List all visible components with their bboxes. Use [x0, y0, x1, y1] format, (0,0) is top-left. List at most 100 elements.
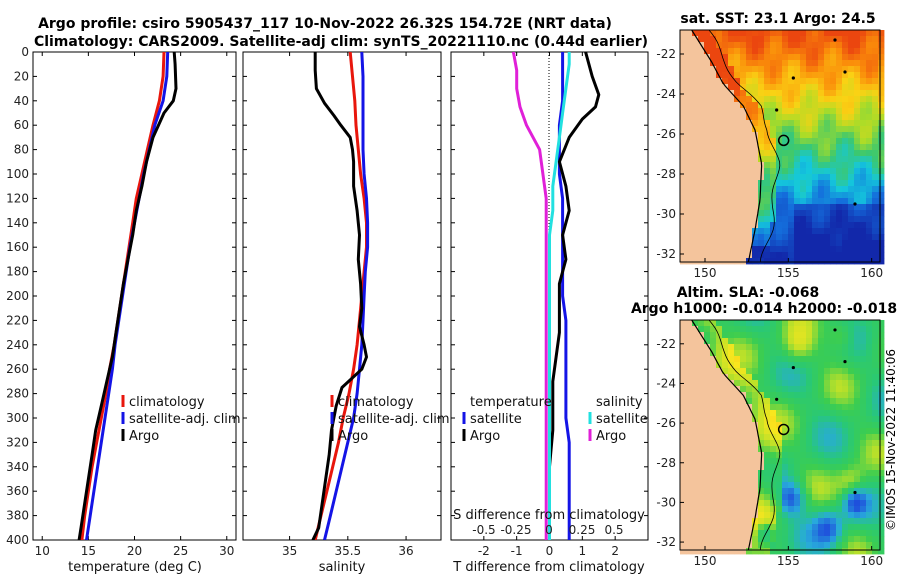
data-cell: [770, 380, 777, 387]
land-cell: [734, 162, 741, 169]
land-cell: [686, 452, 693, 459]
salinity-legend-label-argo: Argo: [338, 429, 368, 444]
land-cell: [680, 90, 687, 97]
data-cell: [866, 488, 873, 495]
data-cell: [860, 162, 867, 169]
data-cell: [758, 186, 765, 193]
data-cell: [860, 548, 867, 555]
data-cell: [764, 428, 771, 435]
data-cell: [836, 386, 843, 393]
data-cell: [710, 42, 717, 49]
data-cell: [812, 96, 819, 103]
data-cell: [848, 542, 855, 549]
data-cell: [860, 452, 867, 459]
land-cell: [686, 386, 693, 393]
data-cell: [806, 246, 813, 253]
data-cell: [812, 120, 819, 127]
data-cell: [848, 338, 855, 345]
data-cell: [764, 36, 771, 43]
data-cell: [758, 386, 765, 393]
data-cell: [794, 470, 801, 477]
data-cell: [812, 416, 819, 423]
data-cell: [758, 60, 765, 67]
data-cell: [788, 48, 795, 55]
data-cell: [794, 422, 801, 429]
data-cell: [806, 240, 813, 247]
data-cell: [746, 320, 753, 327]
data-cell: [788, 356, 795, 363]
data-cell: [818, 440, 825, 447]
data-cell: [788, 150, 795, 157]
data-cell: [800, 536, 807, 543]
data-cell: [776, 386, 783, 393]
data-cell: [806, 524, 813, 531]
data-cell: [770, 464, 777, 471]
land-cell: [704, 240, 711, 247]
land-cell: [752, 192, 759, 199]
data-cell: [812, 156, 819, 163]
data-cell: [782, 428, 789, 435]
data-cell: [770, 96, 777, 103]
data-cell: [752, 320, 759, 327]
land-cell: [680, 488, 687, 495]
data-cell: [842, 410, 849, 417]
data-cell: [872, 150, 879, 157]
data-cell: [818, 132, 825, 139]
data-cell: [878, 428, 885, 435]
land-cell: [740, 210, 747, 217]
data-cell: [848, 96, 855, 103]
data-cell: [830, 156, 837, 163]
data-cell: [704, 30, 711, 37]
land-cell: [680, 362, 687, 369]
land-cell: [680, 422, 687, 429]
data-cell: [860, 168, 867, 175]
data-cell: [848, 398, 855, 405]
shelf-contour: [708, 319, 781, 551]
data-cell: [740, 60, 747, 67]
land-cell: [692, 96, 699, 103]
data-cell: [848, 512, 855, 519]
data-cell: [770, 416, 777, 423]
land-cell: [728, 380, 735, 387]
data-cell: [758, 48, 765, 55]
data-cell: [758, 54, 765, 61]
data-cell: [854, 344, 861, 351]
land-cell: [710, 440, 717, 447]
data-cell: [800, 440, 807, 447]
y-tick-label: 300: [6, 411, 29, 425]
series-line-argo: [311, 52, 368, 540]
data-cell: [812, 446, 819, 453]
land-cell: [746, 168, 753, 175]
data-cell: [860, 422, 867, 429]
land-cell: [716, 476, 723, 483]
difference-ticks: -2 -1 0 1 2: [451, 51, 648, 558]
data-cell: [824, 386, 831, 393]
data-cell: [782, 416, 789, 423]
data-cell: [794, 252, 801, 259]
data-cell: [812, 84, 819, 91]
data-cell: [824, 174, 831, 181]
data-cell: [860, 36, 867, 43]
land-cell: [686, 548, 693, 555]
land-cell: [680, 192, 687, 199]
data-cell: [806, 326, 813, 333]
data-cell: [848, 458, 855, 465]
data-cell: [854, 536, 861, 543]
data-cell: [788, 350, 795, 357]
data-cell: [758, 374, 765, 381]
land-cell: [734, 168, 741, 175]
y-tick-label: 240: [6, 338, 29, 352]
data-cell: [854, 60, 861, 67]
data-cell: [788, 84, 795, 91]
data-cell: [848, 350, 855, 357]
land-cell: [722, 494, 729, 501]
data-cell: [794, 162, 801, 169]
data-cell: [848, 332, 855, 339]
land-cell: [680, 434, 687, 441]
data-cell: [836, 216, 843, 223]
data-cell: [704, 42, 711, 49]
data-cell: [770, 428, 777, 435]
data-cell: [788, 126, 795, 133]
land-cell: [704, 138, 711, 145]
land-cell: [698, 458, 705, 465]
